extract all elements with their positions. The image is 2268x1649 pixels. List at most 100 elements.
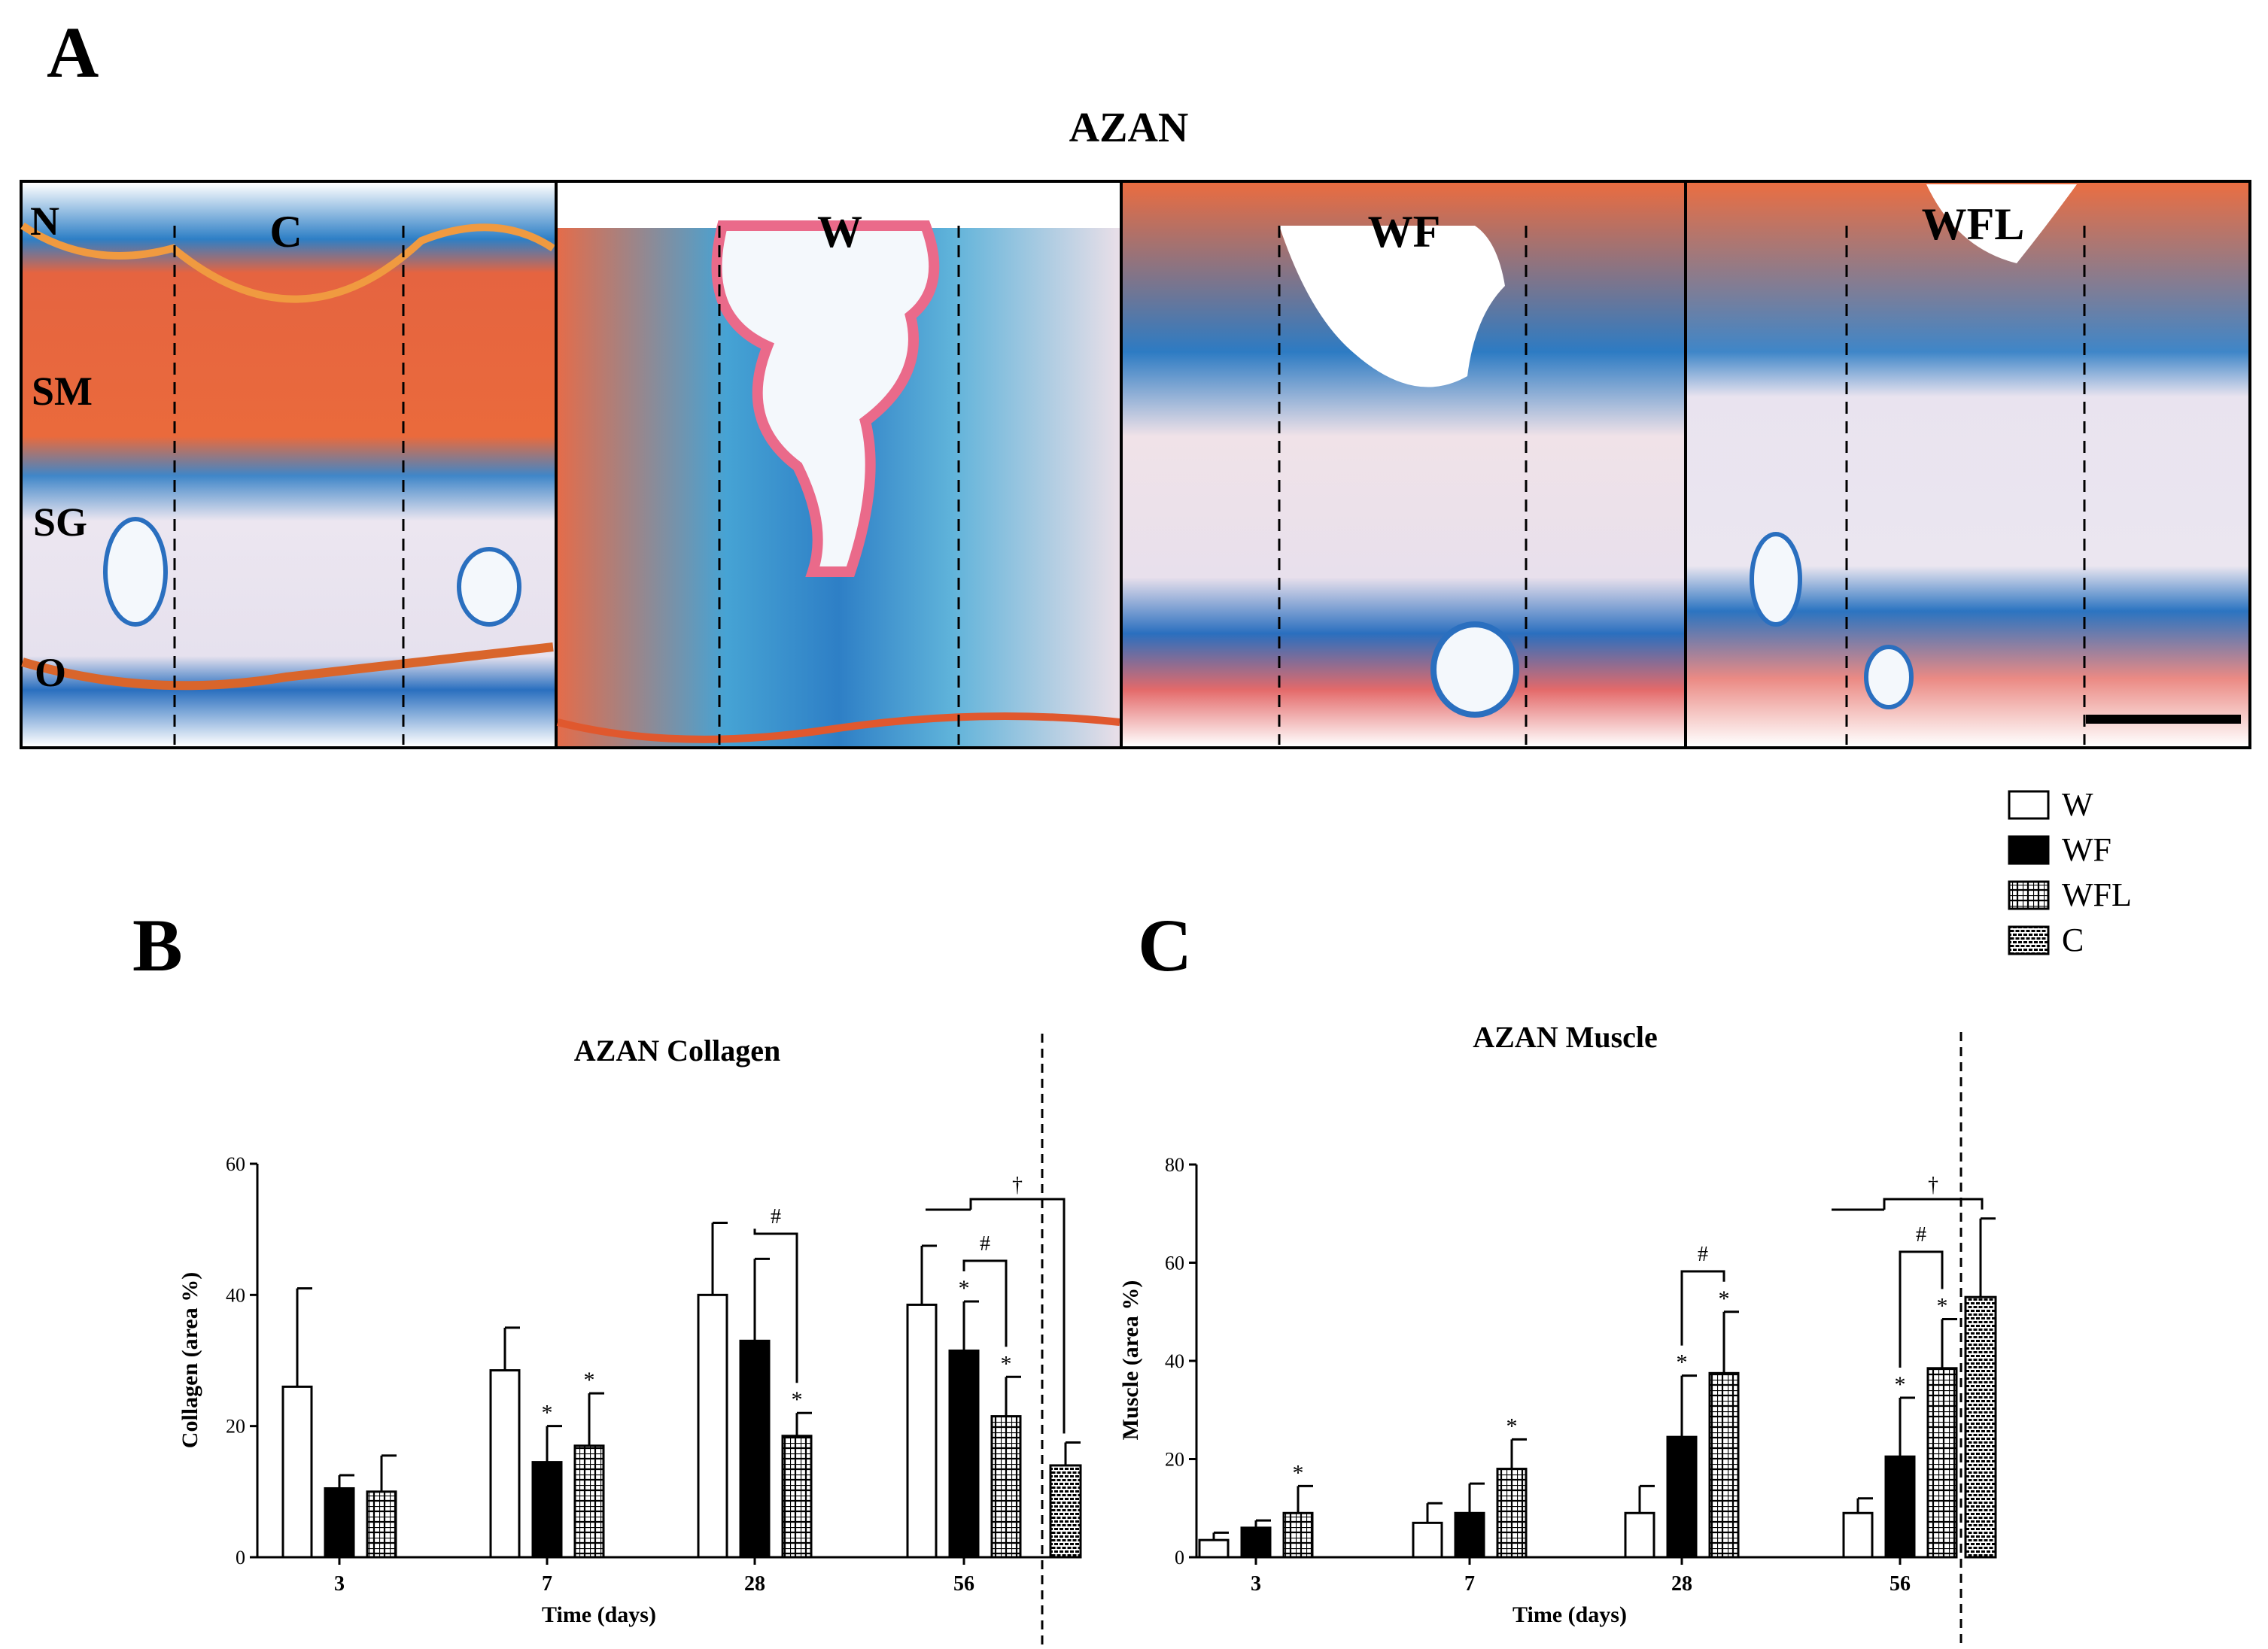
- chart0-sig-star-WFL-7: *: [584, 1368, 595, 1392]
- histology-label-wf: WF: [1368, 207, 1441, 257]
- chart0-hash-mark-0: #: [771, 1205, 781, 1228]
- chart1-dagger-mark: †: [1928, 1174, 1938, 1197]
- chart0-bar-WF-3: [324, 1487, 355, 1559]
- chart1-bar-WF-28: [1666, 1435, 1698, 1559]
- chart0-xtick-label-56: 56: [953, 1572, 974, 1596]
- chart0-sig-star-WF-7: *: [542, 1401, 553, 1426]
- histology-panel-wfl: WFL: [1687, 183, 2248, 746]
- layer-label-sg: SG: [33, 500, 87, 545]
- chart1-bar-WF-56: [1884, 1455, 1916, 1559]
- histology-label-w: W: [817, 207, 862, 257]
- panel-a-title: AZAN: [1069, 105, 1189, 151]
- histology-strip: C W WF: [20, 180, 2251, 749]
- chart0-ytick-label-0: 0: [236, 1547, 245, 1569]
- panel-b-letter: B: [132, 903, 183, 987]
- histology-label-c: C: [269, 207, 302, 257]
- layer-label-sm: SM: [32, 369, 93, 414]
- histology-label-wfl: WFL: [1922, 199, 2025, 249]
- chart0-hash-mark-1: #: [980, 1232, 990, 1256]
- chart0-sig-star-WFL-56: *: [1001, 1351, 1012, 1376]
- chart1-ytick-label-40: 40: [1165, 1350, 1184, 1372]
- legend-label-w: W: [2062, 786, 2093, 823]
- chart0-xtick-label-3: 3: [334, 1572, 345, 1596]
- chart0-bar-W-7: [489, 1369, 521, 1559]
- chart0-hash-bracket-0: [753, 1228, 798, 1383]
- chart-collagen: AZAN Collagen Collagen (area %) Time (da…: [178, 1034, 1082, 1647]
- chart1-bar-C: [1964, 1295, 1997, 1559]
- legend-swatch-wfl: [2008, 880, 2050, 910]
- histology-panel-wf: WF: [1123, 183, 1684, 746]
- chart0-bar-WF-56: [948, 1349, 980, 1559]
- chart0-xtick-label-7: 7: [542, 1572, 552, 1596]
- chart1-bar-WF-7: [1454, 1511, 1485, 1559]
- chart1-dagger-bracket: [1832, 1198, 1984, 1211]
- chart1-sig-star-WFL-28: *: [1719, 1286, 1730, 1311]
- chart0-bar-C: [1049, 1464, 1082, 1559]
- panel-c-letter: C: [1138, 903, 1192, 987]
- chart0-sig-star-WF-56: *: [959, 1276, 970, 1301]
- legend-label-wf: WF: [2062, 831, 2111, 868]
- chart1-ytick-label-0: 0: [1175, 1547, 1184, 1569]
- chart1-hash-bracket-1: [1899, 1250, 1944, 1368]
- chart1-bar-WFL-56: [1926, 1367, 1958, 1559]
- chart1-bar-WFL-3: [1282, 1511, 1314, 1559]
- chart-muscle-xlabel: Time (days): [1513, 1602, 1627, 1627]
- chart1-hash-bracket-0: [1680, 1270, 1725, 1346]
- chart0-bar-WFL-56: [990, 1415, 1022, 1559]
- legend-swatch-c: [2008, 925, 2050, 955]
- chart1-bar-W-56: [1842, 1511, 1874, 1559]
- chart0-dagger-mark: †: [1012, 1174, 1023, 1197]
- legend-item-w: W: [2008, 786, 2093, 823]
- histology-panel-c: C: [20, 183, 555, 746]
- chart0-bar-WFL-28: [781, 1435, 813, 1559]
- legend-swatch-w: [2008, 790, 2050, 820]
- chart1-bar-W-7: [1412, 1521, 1443, 1559]
- chart0-bar-WF-7: [531, 1461, 563, 1559]
- chart1-bar-WF-3: [1240, 1526, 1272, 1559]
- chart1-hash-mark-1: #: [1916, 1223, 1926, 1247]
- chart1-sig-star-WFL-3: *: [1293, 1460, 1304, 1485]
- legend-item-c: C: [2008, 922, 2084, 958]
- chart0-ytick-label-40: 40: [226, 1284, 245, 1306]
- legend: W WF WFL C: [2008, 786, 2132, 958]
- panel-a-letter: A: [47, 12, 99, 93]
- chart0-bar-W-3: [281, 1385, 313, 1559]
- histology-panel-w: W: [556, 183, 1120, 746]
- chart0-xtick-label-28: 28: [744, 1572, 765, 1596]
- chart1-xtick-label-3: 3: [1251, 1572, 1261, 1596]
- chart0-ytick-label-60: 60: [226, 1153, 245, 1175]
- legend-swatch-wf: [2008, 835, 2050, 865]
- legend-item-wfl: WFL: [2008, 876, 2132, 913]
- chart0-dagger-bracket: [926, 1198, 1066, 1434]
- chart1-bar-WFL-28: [1708, 1371, 1740, 1559]
- chart1-sig-star-WF-56: *: [1895, 1372, 1906, 1397]
- chart1-xtick-label-28: 28: [1671, 1572, 1692, 1596]
- chart1-bar-W-3: [1198, 1538, 1230, 1559]
- chart0-bar-WFL-7: [573, 1444, 605, 1559]
- chart-collagen-title: AZAN Collagen: [574, 1034, 780, 1067]
- chart0-bar-WF-28: [739, 1339, 771, 1559]
- chart1-ytick-label-60: 60: [1165, 1253, 1184, 1274]
- chart0-bar-WFL-3: [366, 1490, 397, 1559]
- chart1-sig-star-WFL-56: *: [1937, 1294, 1948, 1319]
- chart0-hash-bracket-1: [962, 1259, 1008, 1347]
- chart-muscle-title: AZAN Muscle: [1473, 1020, 1658, 1054]
- chart1-ytick-label-20: 20: [1165, 1449, 1184, 1471]
- legend-item-wf: WF: [2008, 831, 2111, 868]
- layer-label-n: N: [30, 199, 59, 244]
- chart-muscle: AZAN Muscle Muscle (area %) Time (days) …: [1118, 1020, 1997, 1647]
- chart1-xtick-label-7: 7: [1464, 1572, 1475, 1596]
- chart0-sig-star-WFL-28: *: [792, 1387, 803, 1412]
- chart0-ytick-label-20: 20: [226, 1416, 245, 1438]
- legend-label-wfl: WFL: [2062, 876, 2132, 913]
- chart1-sig-star-WFL-7: *: [1506, 1414, 1518, 1438]
- chart1-xtick-label-56: 56: [1889, 1572, 1911, 1596]
- chart1-sig-star-WF-28: *: [1677, 1350, 1688, 1375]
- chart1-ytick-label-80: 80: [1165, 1154, 1184, 1176]
- chart1-hash-mark-0: #: [1698, 1243, 1708, 1266]
- chart1-bar-WFL-7: [1496, 1468, 1528, 1559]
- chart0-bar-W-56: [906, 1303, 938, 1559]
- chart-muscle-ylabel: Muscle (area %): [1118, 1280, 1143, 1441]
- chart-collagen-ylabel: Collagen (area %): [178, 1272, 202, 1448]
